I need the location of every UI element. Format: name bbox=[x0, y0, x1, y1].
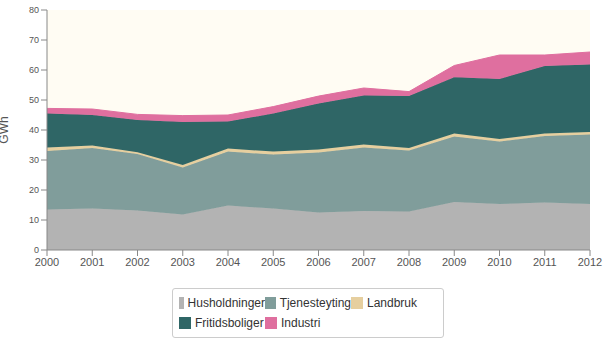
svg-text:2009: 2009 bbox=[442, 256, 466, 268]
svg-text:2008: 2008 bbox=[397, 256, 421, 268]
svg-text:2001: 2001 bbox=[80, 256, 104, 268]
html-text:Fritidsboliger: Fritidsboliger bbox=[195, 316, 264, 330]
html-text:Industri: Industri bbox=[281, 316, 321, 330]
svg-text:20: 20 bbox=[29, 185, 39, 195]
html-text:Landbruk: Landbruk bbox=[367, 296, 417, 310]
svg-text:30: 30 bbox=[29, 155, 39, 165]
svg-text:GWh: GWh bbox=[8, 116, 11, 143]
svg-text:0: 0 bbox=[34, 245, 39, 255]
svg-text:2004: 2004 bbox=[216, 256, 240, 268]
svg-text:2007: 2007 bbox=[352, 256, 376, 268]
svg-text:2006: 2006 bbox=[306, 256, 330, 268]
svg-text:2012: 2012 bbox=[578, 256, 596, 268]
svg-text:2005: 2005 bbox=[261, 256, 285, 268]
svg-text:50: 50 bbox=[29, 95, 39, 105]
html-text:Husholdninger: Husholdninger bbox=[187, 296, 265, 310]
svg-text:80: 80 bbox=[29, 5, 39, 15]
svg-text:70: 70 bbox=[29, 35, 39, 45]
svg-text:2002: 2002 bbox=[125, 256, 149, 268]
svg-text:60: 60 bbox=[29, 65, 39, 75]
svg-text:2003: 2003 bbox=[171, 256, 195, 268]
html-text:Tjenesteyting: Tjenesteyting bbox=[279, 296, 351, 310]
svg-text:2000: 2000 bbox=[35, 256, 59, 268]
svg-text:2011: 2011 bbox=[533, 256, 557, 268]
svg-text:2010: 2010 bbox=[487, 256, 511, 268]
svg-text:40: 40 bbox=[29, 125, 39, 135]
svg-text:10: 10 bbox=[29, 215, 39, 225]
